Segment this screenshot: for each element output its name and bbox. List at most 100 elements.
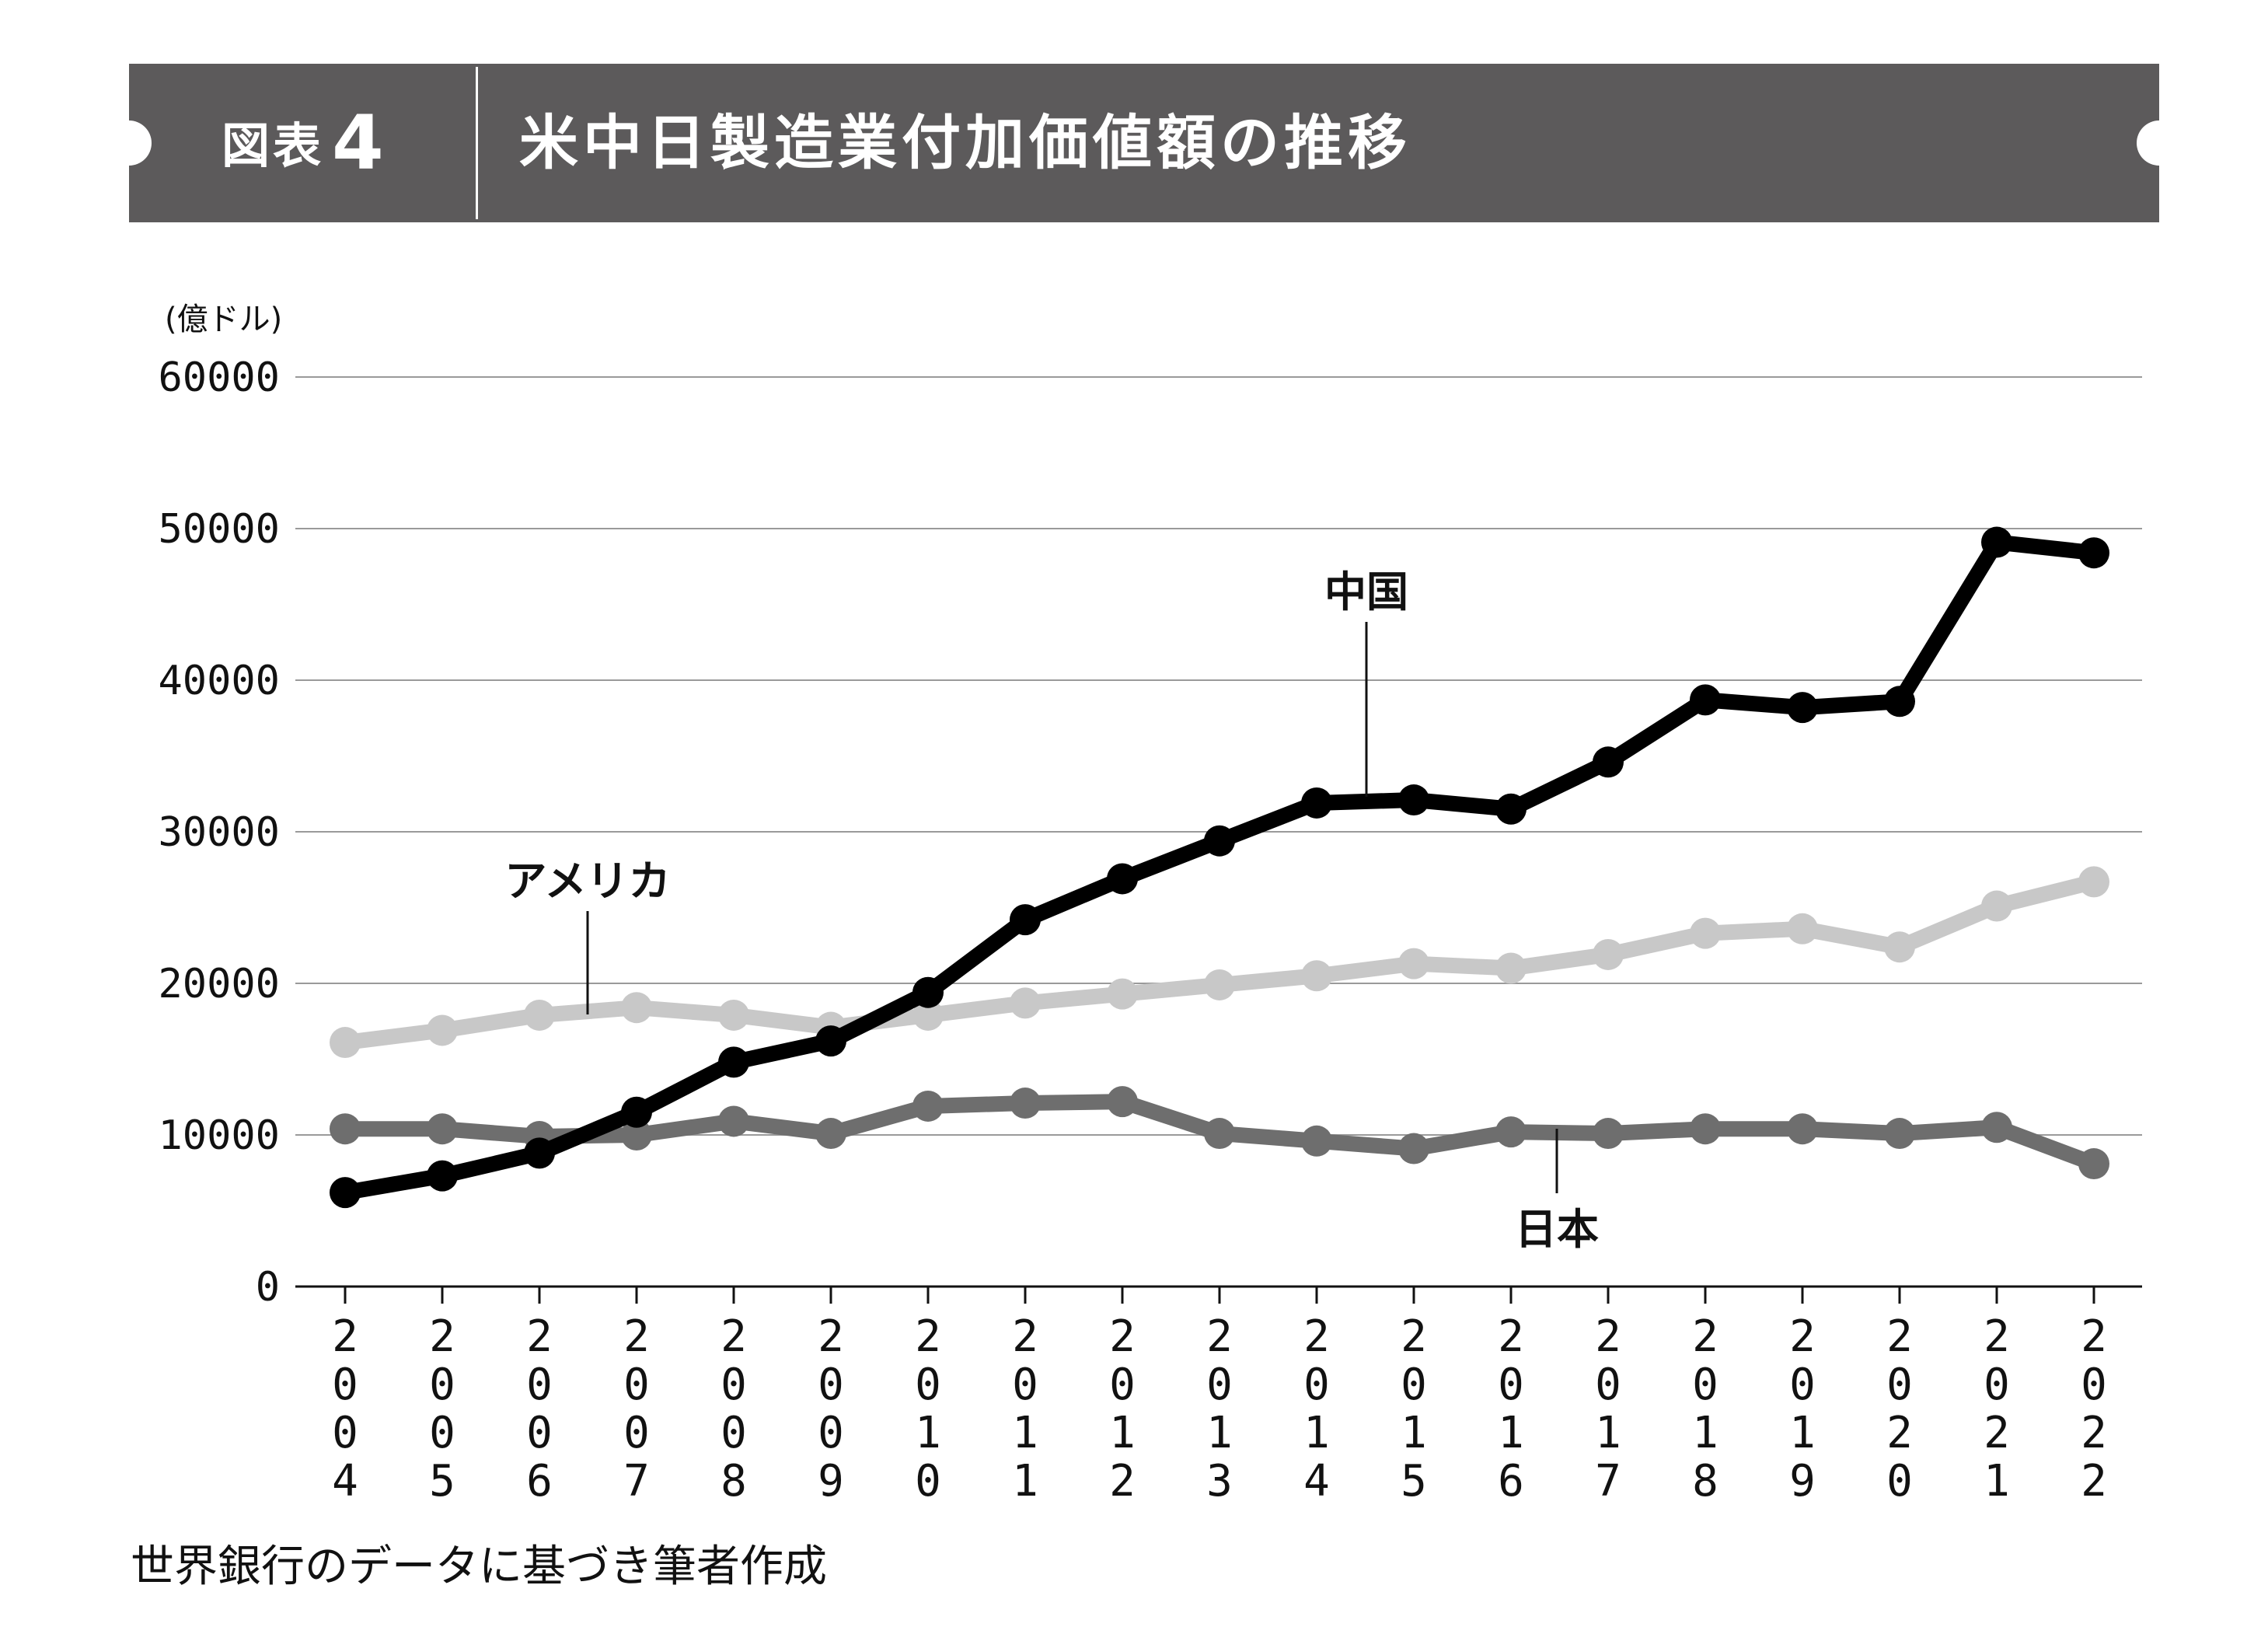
- data-point-china: [2078, 537, 2109, 569]
- banner-divider: [476, 67, 478, 219]
- data-point-usa: [1010, 987, 1041, 1019]
- data-point-china: [427, 1160, 458, 1192]
- y-tick-label: 30000: [158, 809, 280, 856]
- series-label-usa: アメリカ: [504, 857, 670, 906]
- data-point-japan: [1884, 1118, 1915, 1150]
- series-lines: [330, 526, 2109, 1209]
- data-point-japan: [815, 1118, 846, 1150]
- data-point-usa: [330, 1027, 361, 1059]
- data-point-japan: [1690, 1113, 1721, 1145]
- y-tick-label: 0: [256, 1264, 280, 1311]
- data-point-china: [330, 1177, 361, 1209]
- data-point-china: [1593, 746, 1624, 778]
- data-point-usa: [2078, 866, 2109, 898]
- data-point-japan: [1204, 1118, 1235, 1150]
- series-line-usa: [337, 874, 2102, 1051]
- data-point-japan: [1593, 1118, 1624, 1150]
- data-point-usa: [1107, 978, 1138, 1010]
- data-point-usa: [524, 999, 555, 1031]
- data-point-japan: [1981, 1112, 2012, 1143]
- data-point-japan: [1107, 1086, 1138, 1118]
- data-point-usa: [912, 999, 944, 1031]
- data-point-usa: [1593, 938, 1624, 970]
- data-point-china: [1690, 684, 1721, 716]
- data-point-usa: [621, 992, 652, 1024]
- data-point-japan: [2078, 1148, 2109, 1180]
- data-point-japan: [330, 1113, 361, 1145]
- data-point-china: [1010, 904, 1041, 936]
- series-label-china: 中国: [1324, 567, 1408, 616]
- series-label-japan: 日本: [1515, 1205, 1599, 1254]
- data-point-china: [1398, 784, 1429, 816]
- data-point-china: [1787, 692, 1818, 724]
- y-tick-label: 40000: [158, 658, 280, 704]
- data-point-china: [621, 1096, 652, 1128]
- data-point-china: [1204, 825, 1235, 857]
- figure-label-text: 図表: [222, 117, 325, 174]
- title-banner: [129, 64, 2159, 222]
- data-point-china: [1981, 526, 2012, 558]
- series-japan: [330, 1086, 2109, 1180]
- data-point-china: [718, 1046, 749, 1078]
- source-note: 世界銀行のデータに基づき筆者作成: [131, 1542, 827, 1592]
- data-point-japan: [718, 1105, 749, 1137]
- y-tick-label: 60000: [158, 354, 280, 401]
- y-tick-label: 10000: [158, 1112, 280, 1159]
- grid-lines: [295, 376, 2142, 1136]
- data-point-japan: [1301, 1125, 1332, 1157]
- data-point-usa: [427, 1014, 458, 1046]
- banner-notch-left: [106, 120, 152, 166]
- x-axis-ticks: 2 0 0 4 2 0 0 5 2 0 0 6 2 0 0 7 2 0 0 8 2 0 0 9 2 0 1 0 2 0 1 1 2 0 1 2 2 0 1 3…: [332, 1311, 2107, 1507]
- series-china: [330, 526, 2109, 1209]
- x-axis: [295, 1285, 2142, 1304]
- data-point-china: [1107, 863, 1138, 895]
- data-point-japan: [1398, 1133, 1429, 1164]
- data-point-usa: [718, 999, 749, 1031]
- data-point-usa: [1690, 917, 1721, 949]
- data-point-china: [1301, 787, 1332, 819]
- data-point-usa: [1301, 960, 1332, 992]
- data-point-japan: [1010, 1088, 1041, 1119]
- banner-notch-right: [2137, 120, 2182, 166]
- data-point-usa: [1787, 913, 1818, 944]
- data-point-japan: [621, 1119, 652, 1150]
- data-point-china: [1495, 793, 1527, 825]
- y-axis-ticks: 0 10000 20000 30000 40000 50000 60000: [158, 354, 280, 1311]
- data-point-usa: [1495, 952, 1527, 984]
- data-point-china: [815, 1025, 846, 1057]
- figure-label: 図表 4: [222, 64, 387, 222]
- data-point-usa: [1398, 948, 1429, 979]
- y-axis-unit-label: (億ドル): [165, 302, 283, 337]
- data-point-china: [524, 1137, 555, 1169]
- data-point-usa: [1204, 969, 1235, 1000]
- figure-number: 4: [332, 100, 387, 187]
- data-point-japan: [1787, 1113, 1818, 1145]
- data-point-japan: [427, 1113, 458, 1145]
- data-point-japan: [1495, 1116, 1527, 1148]
- data-point-china: [912, 976, 944, 1008]
- data-point-usa: [1884, 931, 1915, 963]
- data-point-china: [1884, 686, 1915, 718]
- data-point-usa: [1981, 890, 2012, 922]
- data-point-japan: [912, 1090, 944, 1122]
- series-usa: [330, 866, 2109, 1059]
